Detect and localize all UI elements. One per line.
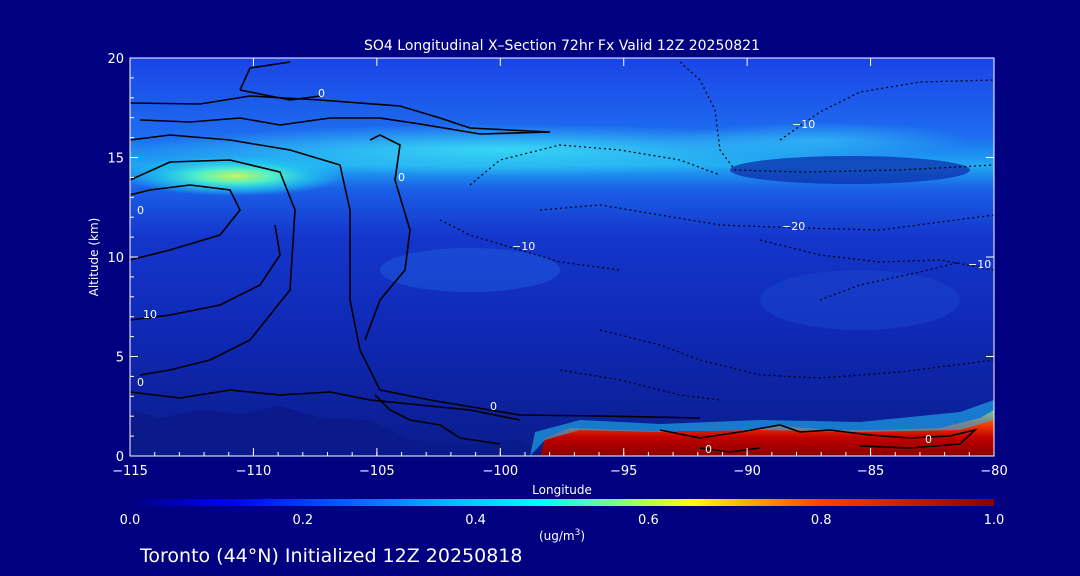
colorbar-tick-label: 1.0 [984, 513, 1005, 528]
colorbar-units-sup: 3 [575, 528, 581, 538]
contour-line-left-3 [130, 184, 241, 261]
contour-dotted-7 [819, 261, 961, 301]
colorbar-tick-label: 0.4 [465, 513, 486, 528]
contour-line-low-2 [374, 394, 501, 445]
solid-contours [130, 61, 978, 453]
mid-lighter [380, 248, 560, 292]
contour-label: 0 [925, 433, 932, 446]
colorbar-tick-label: 0.2 [292, 513, 313, 528]
location-footer: Toronto (44°N) Initialized 12Z 20250818 [139, 545, 523, 567]
chart-title: SO4 Longitudinal X–Section 72hr Fx Valid… [364, 38, 760, 54]
contour-dotted-9 [559, 369, 721, 401]
field-background [130, 58, 994, 456]
colorbar-units-suffix: ) [580, 529, 585, 543]
contour-dotted-5 [539, 204, 994, 231]
contour-line-plume [659, 424, 978, 449]
contour-line-upper [130, 95, 551, 135]
y-tick-label: 10 [107, 251, 124, 266]
y-tick-label: 20 [107, 52, 124, 67]
upper-band-cyan-east [670, 122, 970, 158]
colorbar-tick-label: 0.0 [120, 513, 141, 528]
boundary-layer-plume [540, 410, 994, 456]
x-tick-label: −115 [112, 464, 148, 479]
colorbar-tick-label: 0.6 [638, 513, 659, 528]
x-tick-label: −110 [236, 464, 272, 479]
contour-label: −10 [512, 240, 535, 253]
contour-line-mid [364, 134, 411, 341]
contour-label: 0 [490, 400, 497, 413]
contour-label: 0 [318, 87, 325, 100]
x-tick-label: −105 [359, 464, 395, 479]
colorbar [130, 499, 994, 506]
contour-label: 0 [398, 171, 405, 184]
contour-dotted-4 [439, 219, 621, 271]
contour-line-left-4 [130, 224, 281, 321]
y-tick-label: 15 [107, 152, 124, 167]
contour-label: 0 [137, 204, 144, 217]
x-tick-label: −85 [857, 464, 884, 479]
contour-label: 10 [143, 308, 157, 321]
contour-line-left-1 [130, 134, 701, 419]
contour-dotted-3 [469, 144, 721, 186]
y-axis-label: Altitude (km) [87, 218, 101, 297]
contour-labels: 0 0 0 10 −10 −10 −20 −10 0 0 0 0 [137, 87, 991, 456]
colorbar-units-prefix: (ug/m [539, 529, 575, 543]
contour-label: −10 [968, 258, 991, 271]
contour-label: 0 [137, 376, 144, 389]
contour-label: 0 [705, 443, 712, 456]
y-tick-label: 0 [116, 450, 124, 465]
contour-label: −10 [792, 118, 815, 131]
contour-line-top2 [239, 89, 321, 101]
x-tick-label: −90 [733, 464, 760, 479]
heatmap-field: 0 0 0 10 −10 −10 −20 −10 0 0 0 0 [130, 58, 994, 456]
x-axis: −115 −110 −105 −100 −95 −90 −85 −80 [112, 58, 1008, 479]
dark-pocket-east [730, 156, 970, 184]
contour-line-low-1 [130, 389, 521, 421]
y-tick-label: 5 [116, 351, 124, 366]
contour-line-top [239, 61, 291, 91]
contour-line-plume-2 [699, 447, 761, 453]
x-tick-label: −80 [980, 464, 1007, 479]
colorbar-units: (ug/m3) [539, 528, 585, 543]
contour-label: −20 [782, 220, 805, 233]
dotted-contours [439, 61, 994, 401]
mid-lighter-east [760, 270, 960, 330]
colorbar-tick-label: 0.8 [811, 513, 832, 528]
terrain-mask [130, 406, 540, 456]
x-tick-label: −100 [482, 464, 518, 479]
colorbar-ticks: 0.0 0.2 0.4 0.6 0.8 1.0 [120, 513, 1005, 528]
x-axis-label: Longitude [532, 483, 592, 497]
contour-dotted-8 [599, 329, 994, 379]
x-tick-label: −95 [610, 464, 637, 479]
contour-dotted-6 [759, 239, 994, 271]
contour-line-left-2 [130, 159, 296, 376]
